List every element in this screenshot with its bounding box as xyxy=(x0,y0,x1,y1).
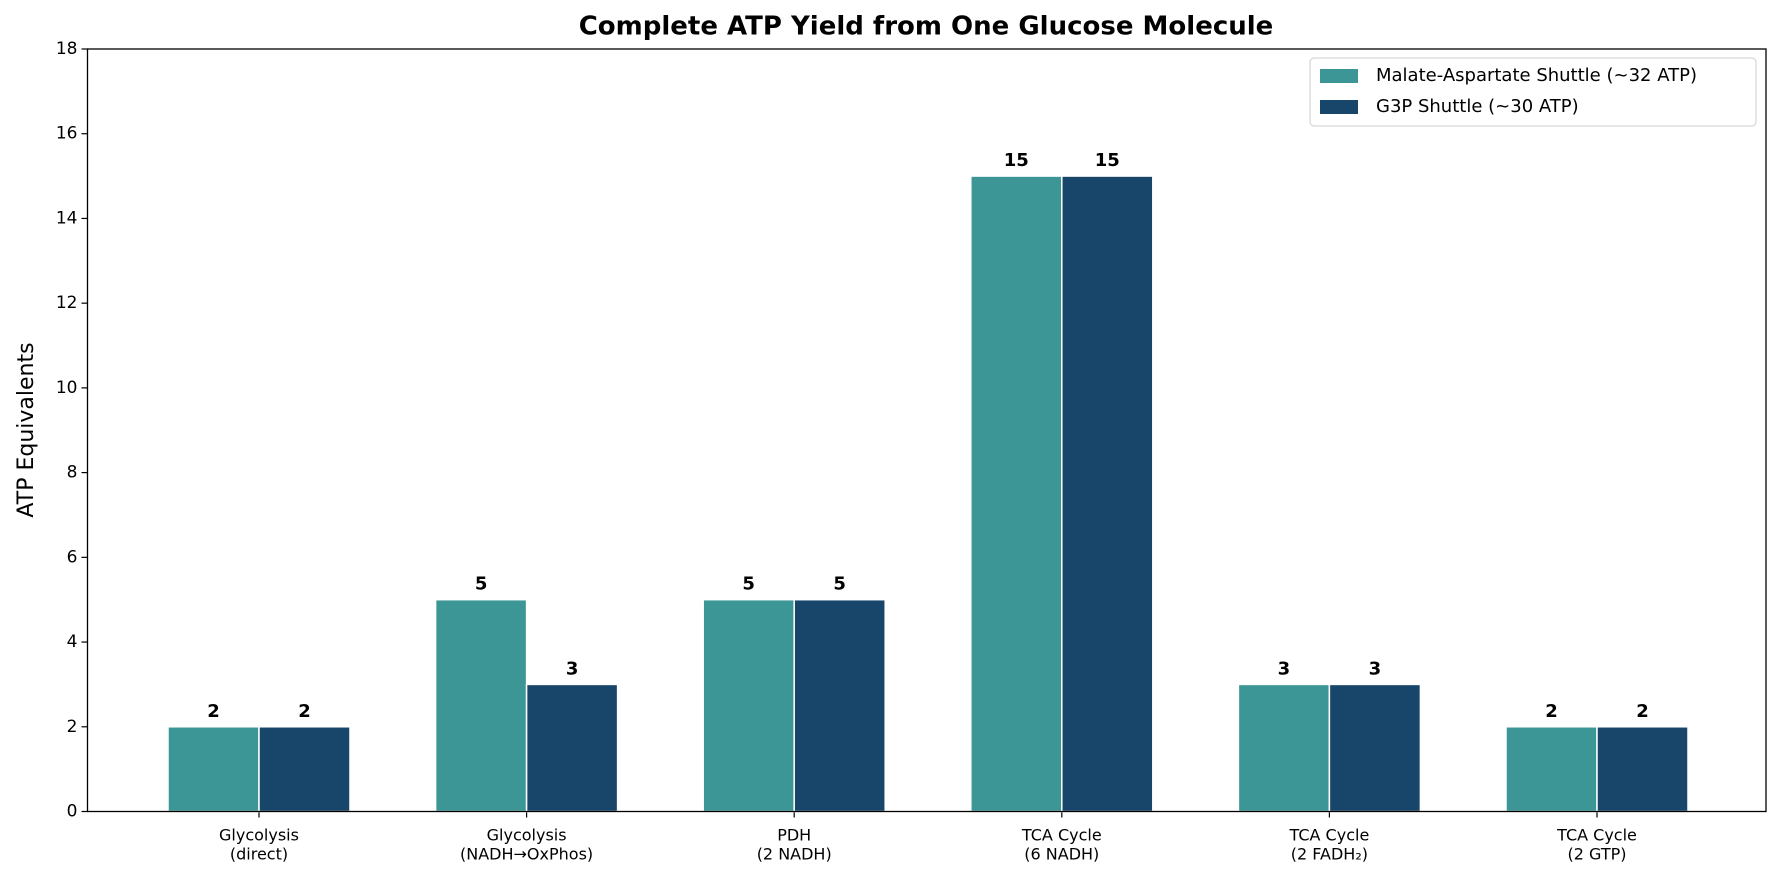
bar xyxy=(702,598,795,813)
y-tick-label: 0 xyxy=(67,802,78,822)
chart-title: Complete ATP Yield from One Glucose Mole… xyxy=(579,12,1274,42)
x-tick-label: TCA Cycle (6 NADH) xyxy=(1021,825,1102,863)
x-tick-label: TCA Cycle (2 GTP) xyxy=(1556,825,1637,863)
value-label: 5 xyxy=(742,574,755,595)
y-tick-label: 8 xyxy=(67,463,78,483)
legend-swatch xyxy=(1320,69,1358,83)
bar xyxy=(434,598,528,813)
bar xyxy=(1505,726,1598,813)
x-tick-label: TCA Cycle (2 FADH₂) xyxy=(1289,825,1370,863)
value-label: 5 xyxy=(475,574,488,595)
y-tick-label: 10 xyxy=(56,378,78,398)
bar xyxy=(1061,175,1154,813)
value-label: 3 xyxy=(566,658,579,679)
bar xyxy=(1328,683,1422,813)
bar xyxy=(167,726,260,813)
bar xyxy=(1237,683,1331,813)
value-label: 15 xyxy=(1095,150,1120,171)
value-label: 2 xyxy=(298,701,311,722)
value-label: 2 xyxy=(207,701,220,722)
y-tick-label: 2 xyxy=(67,717,78,737)
y-axis-label: ATP Equivalents xyxy=(14,342,39,517)
bar xyxy=(258,726,351,813)
bar xyxy=(793,598,886,813)
bar xyxy=(525,683,619,813)
x-tick-label: Glycolysis (NADH→OxPhos) xyxy=(460,825,593,863)
plot-frame xyxy=(86,48,1767,813)
x-tick-label: PDH (2 NADH) xyxy=(757,825,832,863)
value-label: 15 xyxy=(1004,150,1029,171)
y-tick-label: 18 xyxy=(56,39,78,59)
bar xyxy=(1596,726,1689,813)
y-tick-label: 14 xyxy=(56,208,78,228)
legend-box xyxy=(1309,57,1757,127)
y-tick-label: 12 xyxy=(56,293,78,313)
value-label: 3 xyxy=(1369,658,1382,679)
value-label: 2 xyxy=(1545,701,1558,722)
y-tick-label: 6 xyxy=(67,547,78,567)
bar xyxy=(970,175,1063,813)
x-tick-label: Glycolysis (direct) xyxy=(219,825,299,863)
value-label: 3 xyxy=(1278,658,1291,679)
legend-label: G3P Shuttle (~30 ATP) xyxy=(1376,96,1579,117)
value-label: 2 xyxy=(1636,701,1649,722)
value-label: 5 xyxy=(833,574,846,595)
y-tick-label: 4 xyxy=(67,632,78,652)
legend-swatch xyxy=(1320,100,1358,114)
y-tick-label: 16 xyxy=(56,124,78,144)
legend-label: Malate-Aspartate Shuttle (~32 ATP) xyxy=(1376,65,1697,86)
